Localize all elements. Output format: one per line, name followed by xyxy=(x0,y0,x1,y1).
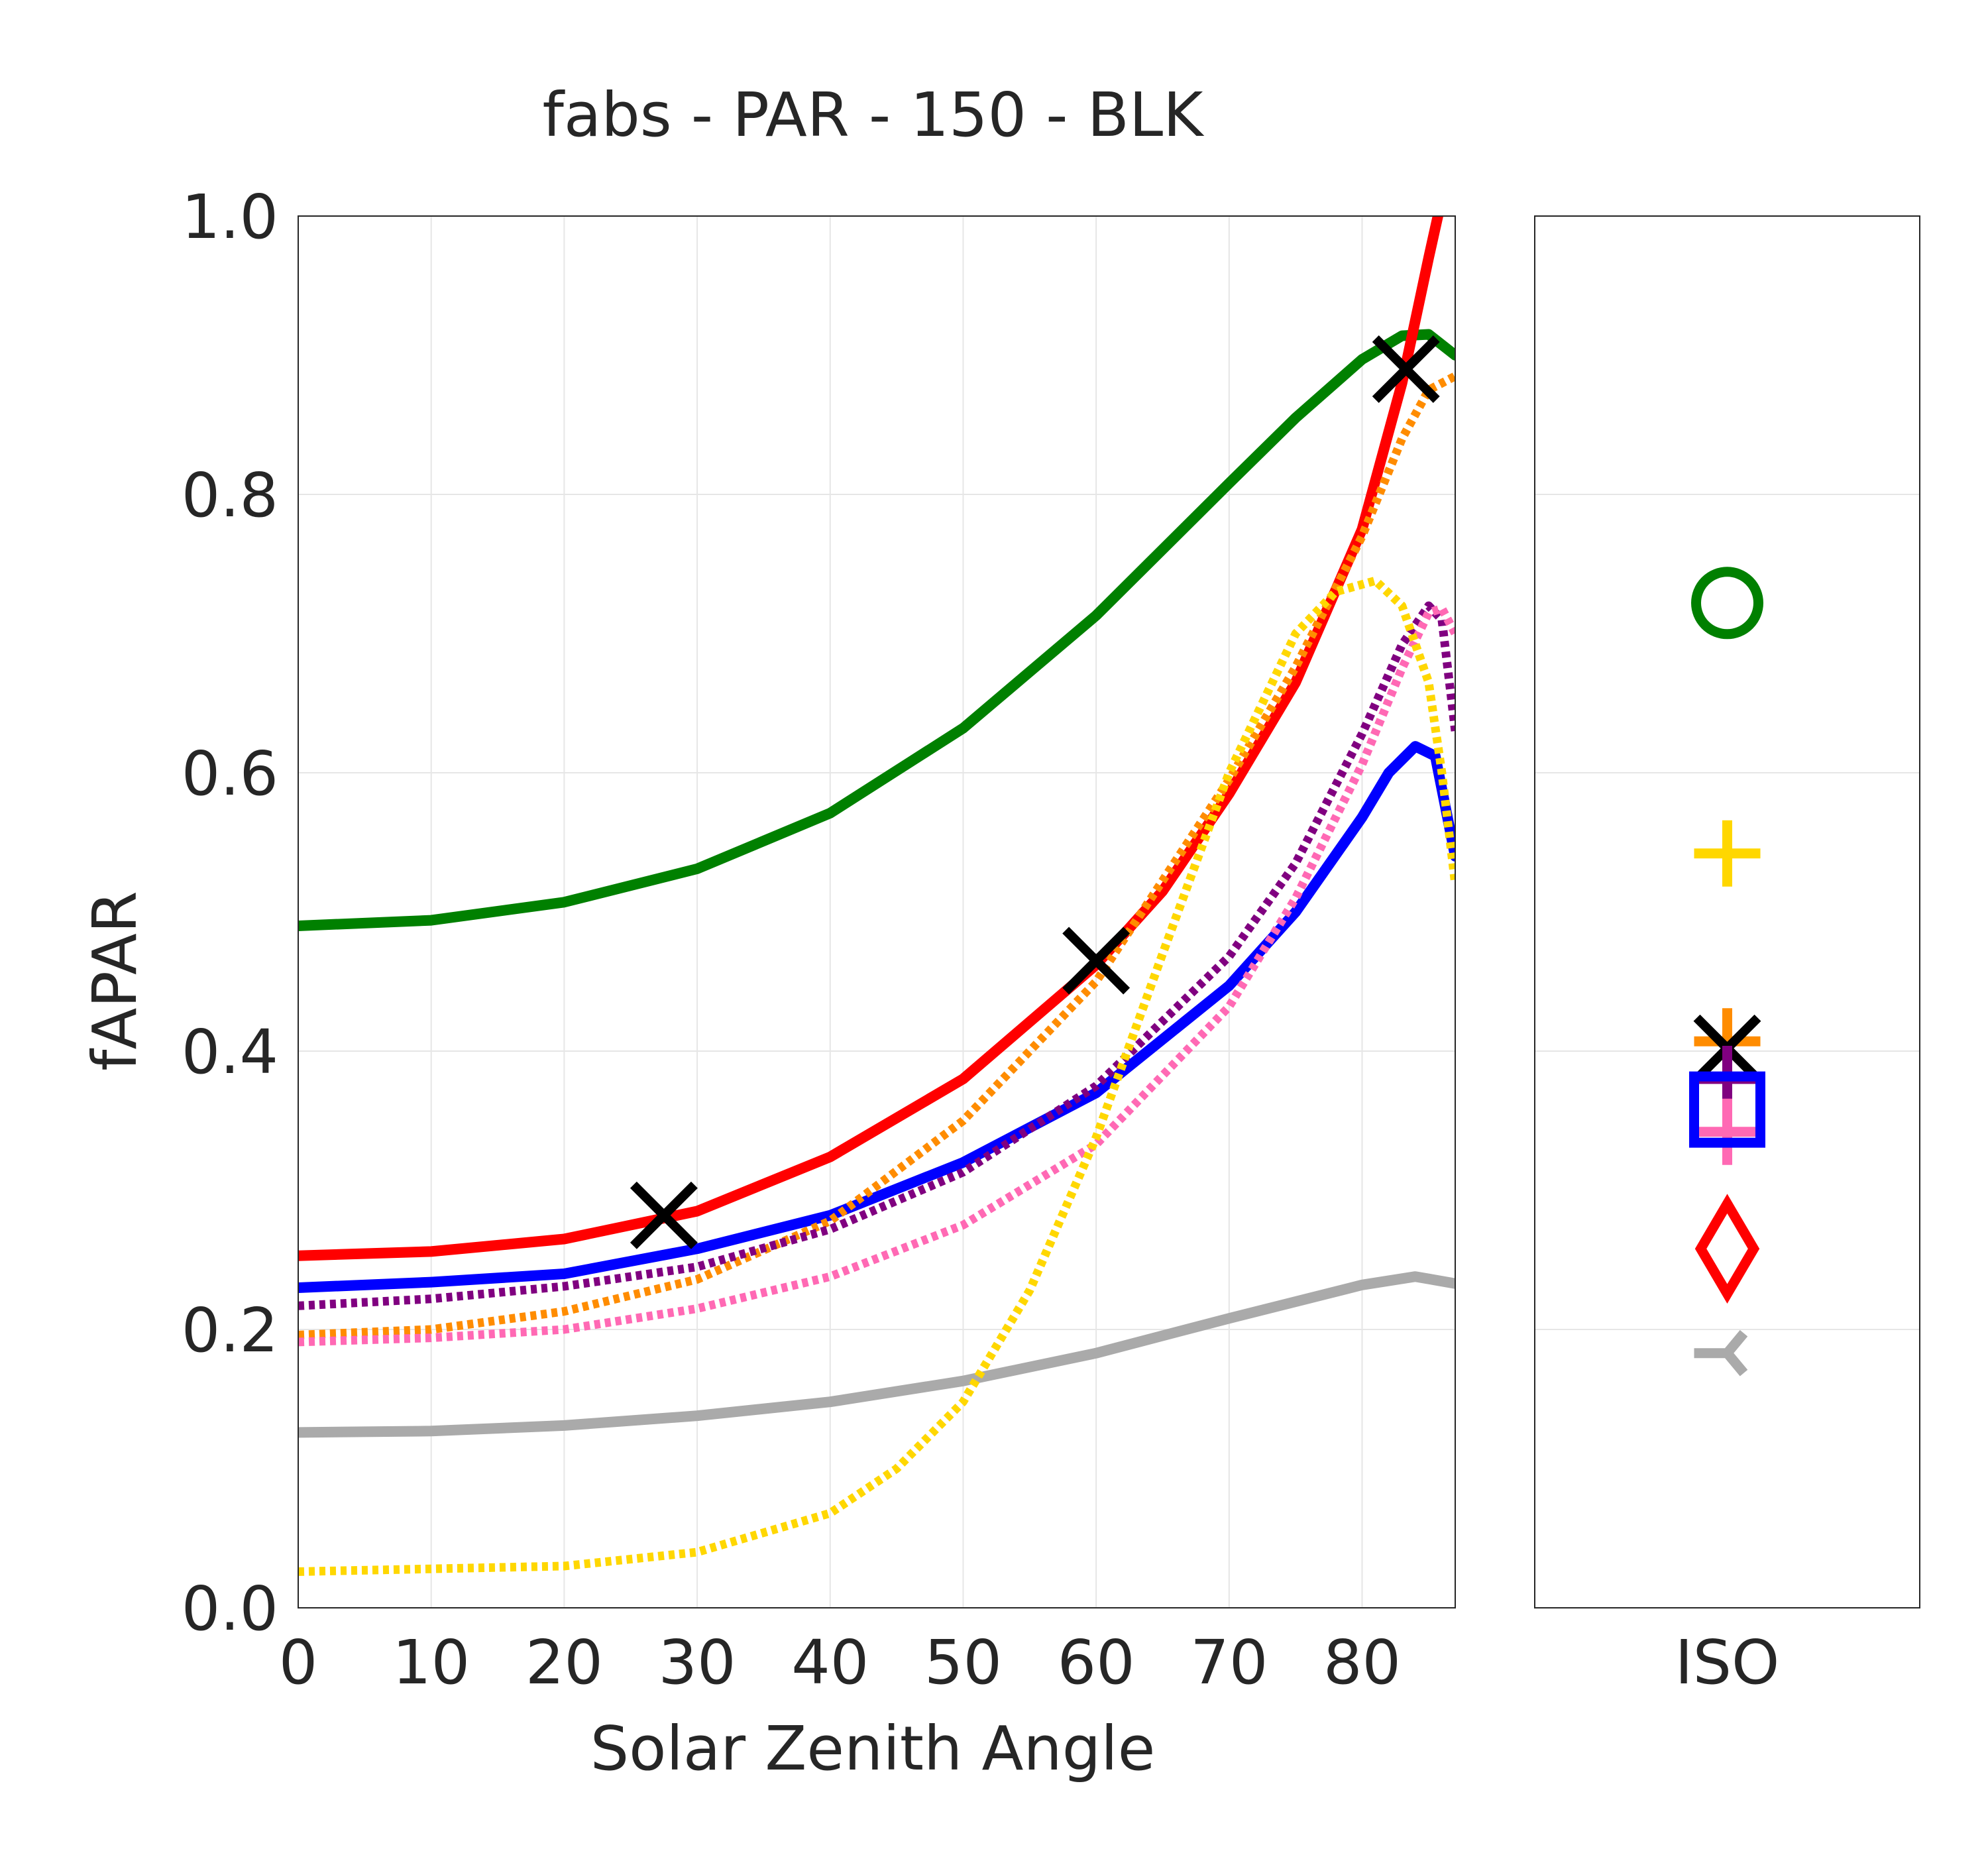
series-line-2 xyxy=(298,741,1455,1293)
main-y-ticks: 0.0 0.2 0.4 0.6 0.8 1.0 xyxy=(182,182,278,1644)
x-axis-label: Solar Zenith Angle xyxy=(590,1713,1156,1784)
main-plot-frame xyxy=(298,215,1456,1608)
iso-diamond-marker xyxy=(1694,1194,1760,1304)
x-marker xyxy=(1372,335,1440,403)
x-tick-label: 60 xyxy=(1058,1627,1135,1698)
x-tick-label: 70 xyxy=(1190,1627,1268,1698)
y-tick-label: 1.0 xyxy=(182,182,278,253)
iso-plus-marker xyxy=(1694,1098,1761,1165)
x-tick-label: 80 xyxy=(1323,1627,1401,1698)
chart-title: fabs - PAR - 150 - BLK xyxy=(543,80,1205,150)
x-tick-label: 20 xyxy=(525,1627,603,1698)
series-line-1 xyxy=(298,216,1443,1261)
main-plot-markers xyxy=(630,335,1440,1249)
y-tick-label: 0.4 xyxy=(182,1017,278,1088)
iso-panel-points xyxy=(1689,567,1765,1377)
x-marker xyxy=(1062,927,1131,995)
main-x-ticks: 0 10 20 30 40 50 60 70 80 xyxy=(279,1627,1401,1698)
main-plot-series xyxy=(298,216,1455,1576)
series-line-6 xyxy=(298,604,1455,1347)
series-line-3 xyxy=(298,1271,1455,1438)
iso-plus-marker xyxy=(1694,820,1761,887)
x-tick-label: 10 xyxy=(392,1627,470,1698)
x-tick-label: 30 xyxy=(659,1627,736,1698)
y-tick-label: 0.0 xyxy=(182,1573,278,1644)
iso-panel-frame xyxy=(1534,215,1920,1608)
y-tick-label: 0.8 xyxy=(182,460,278,531)
iso-x-ticks: ISO xyxy=(1675,1627,1780,1698)
series-line-0 xyxy=(298,329,1455,931)
iso-tick-label: ISO xyxy=(1675,1627,1780,1698)
iso-circle-marker xyxy=(1691,567,1763,640)
series-line-4 xyxy=(298,372,1455,1339)
iso-tri-marker xyxy=(1694,1329,1748,1377)
y-axis-label: fAPAR xyxy=(80,891,150,1071)
x-tick-label: 0 xyxy=(279,1627,318,1698)
x-tick-label: 40 xyxy=(791,1627,869,1698)
y-tick-label: 0.6 xyxy=(182,738,278,809)
series-line-7 xyxy=(298,576,1455,1576)
iso-square-marker xyxy=(1689,1071,1765,1148)
y-tick-label: 0.2 xyxy=(182,1295,278,1366)
x-tick-label: 50 xyxy=(924,1627,1002,1698)
x-marker xyxy=(630,1181,698,1249)
